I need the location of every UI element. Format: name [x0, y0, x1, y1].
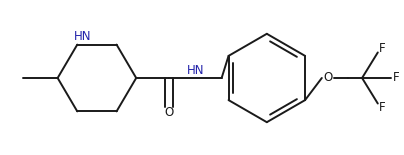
Text: F: F [379, 42, 385, 55]
Text: F: F [393, 71, 400, 84]
Text: O: O [323, 71, 332, 84]
Text: F: F [379, 101, 385, 114]
Text: HN: HN [187, 64, 205, 77]
Text: O: O [164, 106, 173, 119]
Text: HN: HN [74, 30, 91, 43]
